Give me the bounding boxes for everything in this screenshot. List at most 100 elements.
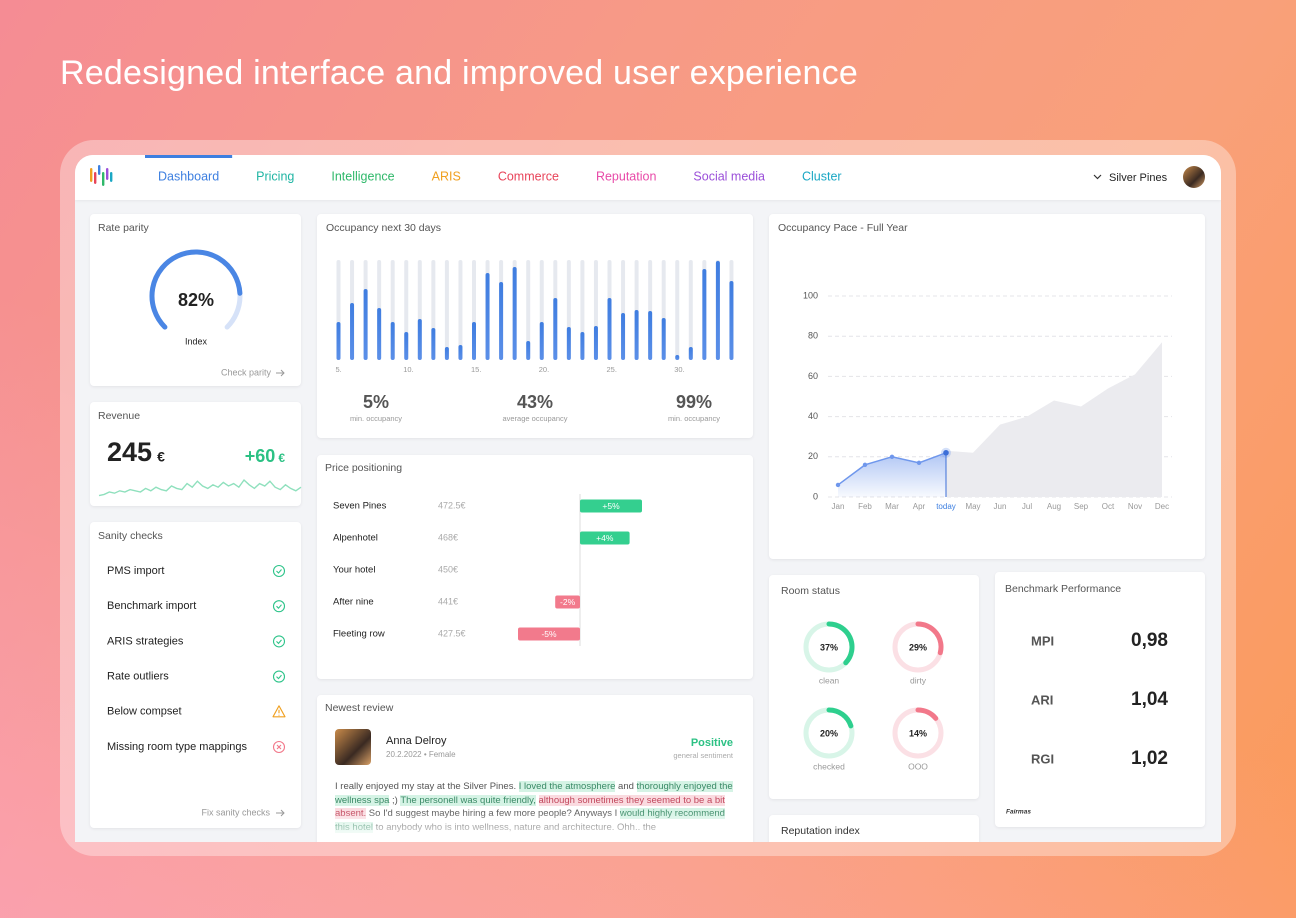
revenue-currency: €	[157, 449, 165, 465]
nav-tab[interactable]: Intelligence	[331, 169, 394, 183]
stat-value: 43%	[517, 392, 553, 412]
nav-tab[interactable]: Reputation	[596, 169, 657, 183]
gauge-label: 82%	[178, 290, 214, 310]
y-tick-label: 80	[808, 331, 818, 341]
card-title: Room status	[781, 585, 840, 597]
check-name: Benchmark import	[107, 600, 196, 612]
reviewer-name: Anna Delroy	[386, 735, 447, 747]
bar	[431, 328, 436, 360]
review-segment: I really enjoyed my stay at the Silver P…	[335, 781, 519, 792]
x-tick-label: Jan	[832, 502, 845, 511]
donut-label: 20%	[820, 728, 838, 738]
active-indicator	[145, 155, 233, 158]
point	[835, 482, 841, 488]
nav-tab[interactable]: Cluster	[802, 169, 842, 183]
kpi-name: ARI	[1031, 692, 1053, 707]
x-tick-label: Sep	[1074, 502, 1089, 511]
bar	[715, 261, 720, 360]
deviation-label: -2%	[560, 597, 576, 607]
competitor-name: After nine	[333, 597, 374, 608]
page-coords: Dashboard Pricing Intelligence ARIS Commerce…	[90, 155, 1205, 837]
stat-label: average occupancy	[502, 414, 567, 423]
y-tick-label: 0	[813, 491, 818, 501]
screen: Dashboard Pricing Intelligence ARIS Commerce…	[75, 155, 1221, 842]
card-title: Newest review	[325, 702, 394, 714]
donut-label: 29%	[909, 642, 927, 652]
x-tick-label: 5.	[336, 365, 342, 374]
card-title: Rate parity	[98, 222, 150, 234]
donut-value	[826, 621, 855, 666]
deviation-bar	[580, 499, 642, 513]
link[interactable]: Fix sanity checks	[201, 807, 270, 817]
logo-bar	[106, 168, 109, 180]
competitor-price: 468€	[438, 532, 458, 542]
bar-track	[526, 260, 531, 360]
arrow-icon	[276, 369, 285, 377]
review-segment: ;)	[389, 794, 401, 806]
review-segment: I loved the atmosphere	[518, 781, 616, 792]
headline: Redesigned interface and improved user e…	[60, 54, 858, 92]
bar	[417, 319, 422, 360]
competitor-name: Alpenhotel	[333, 533, 378, 544]
bar	[702, 269, 707, 360]
x-tick-label: today	[936, 502, 956, 511]
x-tick-label: Nov	[1128, 502, 1142, 511]
point	[862, 462, 868, 468]
bar	[634, 310, 639, 360]
kpi-value: 1,02	[1131, 748, 1168, 769]
card	[90, 214, 301, 386]
bar	[377, 308, 382, 360]
bar	[607, 298, 612, 360]
marks-layer: Dashboard Pricing Intelligence ARIS Commerce…	[90, 155, 1205, 837]
nav-tab[interactable]: Social media	[693, 169, 765, 183]
donut-value	[915, 621, 944, 656]
donut-caption: checked	[813, 761, 845, 771]
donut-caption: dirty	[910, 675, 927, 685]
reviewer-avatar	[335, 729, 371, 765]
bar	[350, 303, 355, 360]
gauge-caption: Index	[185, 336, 208, 346]
fade-overlay	[317, 810, 753, 842]
user-avatar[interactable]	[1183, 166, 1205, 188]
x-tick-label: Aug	[1047, 502, 1061, 511]
deviation-bar	[518, 627, 580, 641]
review-segment: The personell was quite friendly,	[400, 794, 536, 806]
logo-bar	[90, 168, 93, 182]
nav-tab[interactable]: Dashboard	[158, 169, 219, 183]
ok-tick	[276, 639, 282, 645]
logo-bar	[94, 172, 97, 184]
bar	[688, 347, 693, 360]
x-tick-label: 15.	[471, 365, 481, 374]
x-tick-label: 20.	[539, 365, 549, 374]
stat-label: min. occupancy	[668, 414, 720, 423]
logo-bar	[110, 172, 113, 182]
ok-icon	[272, 635, 286, 648]
competitor-price: 472.5€	[438, 500, 466, 510]
deviation-label: -5%	[541, 629, 557, 639]
y-tick-label: 60	[808, 371, 818, 381]
error-icon	[272, 740, 286, 754]
ok-tick	[276, 604, 282, 610]
card	[995, 572, 1205, 827]
bar	[472, 322, 476, 360]
x-tick-label: Jun	[994, 502, 1007, 511]
bar-track	[675, 260, 680, 360]
bar	[458, 345, 463, 360]
donut-value	[826, 707, 854, 729]
logo-bar	[98, 165, 101, 175]
link[interactable]: Check parity	[221, 367, 272, 377]
hotel-selector[interactable]: Silver Pines	[1109, 172, 1168, 184]
bar	[512, 267, 517, 360]
ok-tick	[276, 674, 282, 680]
arrow-icon	[276, 809, 285, 817]
bar	[553, 298, 558, 360]
revenue-delta-currency: €	[278, 451, 285, 465]
donut-label: 37%	[820, 642, 838, 652]
x-tick-label: Jul	[1022, 502, 1032, 511]
nav-tab[interactable]: Commerce	[498, 169, 559, 183]
nav-tab[interactable]: ARIS	[432, 169, 461, 183]
revenue-delta: +60	[245, 446, 276, 466]
chevron	[1093, 174, 1102, 180]
nav-tab[interactable]: Pricing	[256, 169, 294, 183]
